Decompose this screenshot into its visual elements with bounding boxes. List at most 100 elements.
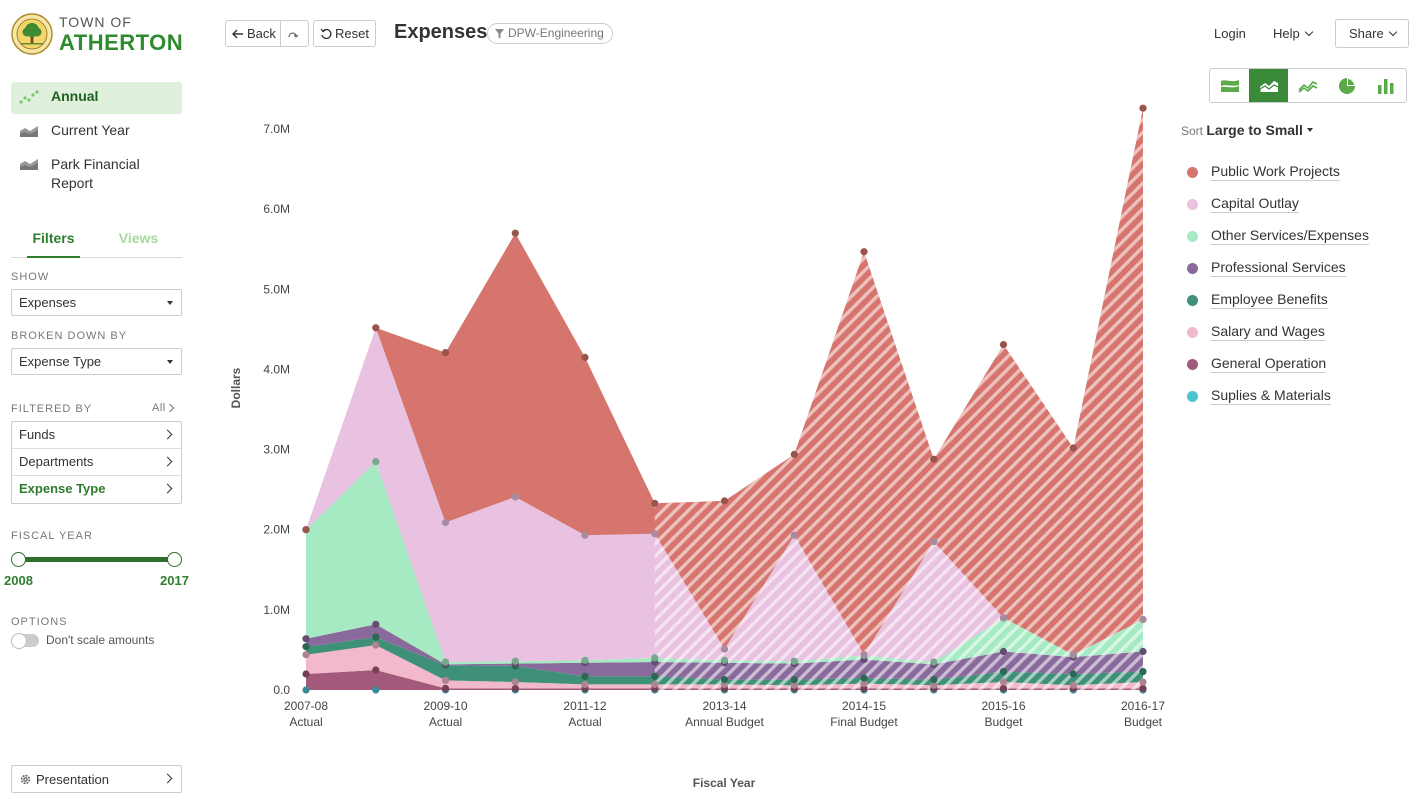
- data-point-salary-and-wages[interactable]: [790, 681, 798, 689]
- data-point-salary-and-wages[interactable]: [581, 680, 589, 689]
- filter-expense-type[interactable]: Expense Type: [12, 476, 181, 503]
- nav-item-current-year[interactable]: Current Year: [11, 116, 182, 144]
- data-point-general-operation[interactable]: [1139, 684, 1147, 693]
- data-point-salary-and-wages[interactable]: [930, 681, 938, 689]
- data-point-capital-outlay[interactable]: [1069, 651, 1077, 659]
- data-point-public-work-projects[interactable]: [1139, 104, 1147, 112]
- area-employee-benefits[interactable]: [306, 637, 1143, 686]
- data-point-employee-benefits[interactable]: [860, 674, 868, 682]
- data-point-salary-and-wages[interactable]: [999, 678, 1008, 686]
- area-general-operation[interactable]: [306, 670, 1143, 690]
- data-point-capital-outlay[interactable]: [930, 538, 938, 546]
- data-point-public-work-projects[interactable]: [1069, 444, 1077, 452]
- data-point-employee-benefits[interactable]: [302, 643, 310, 651]
- data-point-public-work-projects[interactable]: [720, 497, 729, 505]
- fiscal-year-slider-track[interactable]: [18, 557, 175, 562]
- data-point-employee-benefits[interactable]: [372, 633, 380, 641]
- nav-item-park-financial-report[interactable]: Park Financial Report: [11, 149, 182, 199]
- data-point-employee-benefits[interactable]: [581, 672, 589, 681]
- data-point-employee-benefits[interactable]: [930, 676, 938, 684]
- data-point-professional-services[interactable]: [1139, 647, 1147, 656]
- data-point-capital-outlay[interactable]: [511, 493, 519, 501]
- data-point-professional-services[interactable]: [372, 620, 380, 628]
- area-chart-button[interactable]: [1249, 69, 1289, 102]
- data-point-capital-outlay[interactable]: [651, 530, 659, 538]
- dont-scale-toggle[interactable]: [11, 633, 39, 649]
- data-point-employee-benefits[interactable]: [720, 676, 729, 684]
- data-point-general-operation[interactable]: [302, 670, 310, 678]
- filter-funds[interactable]: Funds: [12, 422, 181, 449]
- data-point-general-operation[interactable]: [999, 684, 1008, 693]
- data-point-other-services-expenses[interactable]: [720, 656, 729, 664]
- data-point-other-services-expenses[interactable]: [511, 657, 519, 665]
- presentation-button[interactable]: Presentation: [11, 765, 182, 793]
- data-point-general-operation[interactable]: [372, 666, 380, 674]
- data-point-capital-outlay[interactable]: [860, 651, 868, 659]
- share-button[interactable]: Share: [1335, 19, 1409, 48]
- data-point-capital-outlay[interactable]: [790, 531, 798, 539]
- data-point-professional-services[interactable]: [302, 635, 310, 643]
- filters-all-link[interactable]: All: [152, 402, 174, 414]
- data-point-capital-outlay[interactable]: [441, 518, 450, 527]
- data-point-other-services-expenses[interactable]: [930, 658, 938, 666]
- fiscal-year-max-handle[interactable]: [167, 552, 182, 567]
- data-point-public-work-projects[interactable]: [999, 341, 1008, 349]
- fiscal-year-min-handle[interactable]: [11, 552, 26, 567]
- data-point-salary-and-wages[interactable]: [1139, 678, 1147, 686]
- data-point-employee-benefits[interactable]: [1069, 670, 1077, 678]
- broken-down-select[interactable]: Expense Type: [11, 348, 182, 375]
- data-point-public-work-projects[interactable]: [930, 455, 938, 463]
- sort-dropdown[interactable]: Large to Small: [1206, 122, 1313, 138]
- line-chart-button[interactable]: [1288, 69, 1327, 102]
- active-filter-pill[interactable]: DPW-Engineering: [487, 23, 613, 44]
- data-point-suplies-materials[interactable]: [302, 686, 310, 694]
- legend-item[interactable]: Public Work Projects: [1187, 156, 1369, 188]
- data-point-general-operation[interactable]: [511, 684, 519, 693]
- data-point-public-work-projects[interactable]: [860, 248, 868, 256]
- reset-button[interactable]: Reset: [313, 20, 376, 47]
- bar-chart-button[interactable]: [1367, 69, 1406, 102]
- legend-item[interactable]: Professional Services: [1187, 252, 1369, 284]
- data-point-suplies-materials[interactable]: [372, 686, 380, 694]
- data-point-professional-services[interactable]: [999, 647, 1008, 656]
- data-point-salary-and-wages[interactable]: [441, 676, 450, 685]
- login-link[interactable]: Login: [1214, 26, 1246, 41]
- data-point-public-work-projects[interactable]: [372, 324, 380, 332]
- back-button[interactable]: Back: [225, 20, 281, 47]
- data-point-employee-benefits[interactable]: [790, 676, 798, 684]
- data-point-public-work-projects[interactable]: [651, 499, 659, 507]
- data-point-public-work-projects[interactable]: [441, 349, 450, 357]
- data-point-employee-benefits[interactable]: [999, 668, 1008, 676]
- data-point-other-services-expenses[interactable]: [372, 458, 380, 466]
- data-point-other-services-expenses[interactable]: [651, 654, 659, 662]
- data-point-general-operation[interactable]: [441, 684, 450, 693]
- data-point-capital-outlay[interactable]: [581, 531, 589, 539]
- help-menu[interactable]: Help: [1273, 26, 1313, 41]
- legend-item[interactable]: Other Services/Expenses: [1187, 220, 1369, 252]
- pie-chart-button[interactable]: [1328, 69, 1367, 102]
- data-point-salary-and-wages[interactable]: [302, 651, 310, 659]
- data-point-public-work-projects[interactable]: [790, 450, 798, 458]
- data-point-other-services-expenses[interactable]: [441, 658, 450, 666]
- data-point-salary-and-wages[interactable]: [860, 680, 868, 688]
- data-point-employee-benefits[interactable]: [651, 672, 659, 681]
- legend-item[interactable]: Salary and Wages: [1187, 316, 1369, 348]
- tab-views[interactable]: Views: [118, 230, 159, 246]
- data-point-salary-and-wages[interactable]: [372, 641, 380, 649]
- data-point-public-work-projects[interactable]: [511, 229, 519, 237]
- show-select[interactable]: Expenses: [11, 289, 182, 316]
- data-point-other-services-expenses[interactable]: [581, 656, 589, 664]
- nav-item-annual[interactable]: Annual: [11, 82, 182, 114]
- data-point-public-work-projects[interactable]: [581, 353, 589, 361]
- stream-chart-button[interactable]: [1210, 69, 1249, 102]
- data-point-salary-and-wages[interactable]: [651, 680, 659, 689]
- data-point-salary-and-wages[interactable]: [1069, 681, 1077, 689]
- data-point-capital-outlay[interactable]: [1139, 615, 1147, 624]
- town-logo[interactable]: TOWN OF ATHERTON: [11, 12, 191, 56]
- data-point-capital-outlay[interactable]: [720, 645, 729, 653]
- data-point-capital-outlay[interactable]: [999, 614, 1008, 622]
- tab-filters[interactable]: Filters: [11, 222, 96, 258]
- legend-item[interactable]: Employee Benefits: [1187, 284, 1369, 316]
- legend-item[interactable]: Capital Outlay: [1187, 188, 1369, 220]
- legend-item[interactable]: General Operation: [1187, 348, 1369, 380]
